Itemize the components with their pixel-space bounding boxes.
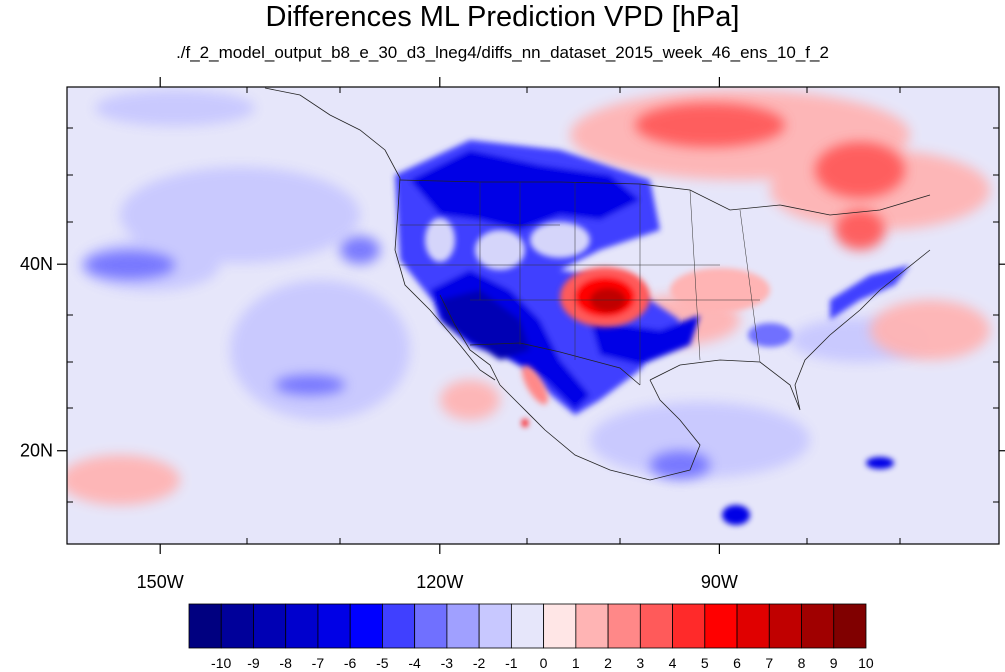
colorbar-swatch <box>607 603 641 649</box>
colorbar-label: 2 <box>604 655 612 671</box>
colorbar-swatch <box>317 603 351 649</box>
colorbar-label: -7 <box>312 655 325 671</box>
colorbar-swatch <box>510 603 545 649</box>
colorbar-swatch <box>253 603 287 649</box>
lat-tick-label: 40N <box>20 254 53 274</box>
lon-tick-label: 120W <box>416 572 463 592</box>
field-western-us-negative <box>395 140 700 415</box>
colorbar-label: 1 <box>572 655 580 671</box>
lat-lon-grid-ticks <box>67 87 999 544</box>
colorbar-label: 8 <box>798 655 806 671</box>
field-plains-positive <box>560 267 650 327</box>
colorbar-label: -8 <box>279 655 292 671</box>
colorbar-label: -3 <box>441 655 454 671</box>
colorbar-swatch <box>672 603 706 649</box>
axis-ticks: 150W 120W 90W 40N 20N <box>20 77 1005 592</box>
colorbar-swatch <box>801 603 835 649</box>
colorbar-swatch <box>543 603 577 649</box>
colorbar-label: -6 <box>344 655 357 671</box>
colorbar-swatch <box>833 603 867 649</box>
colorbar-label: -5 <box>376 655 389 671</box>
field-eastern-us <box>670 265 910 347</box>
colorbar-swatch <box>414 603 448 649</box>
plot-area <box>67 87 999 544</box>
colorbar-label: 3 <box>636 655 644 671</box>
colorbar-label: 6 <box>733 655 741 671</box>
colorbar-label: -9 <box>247 655 260 671</box>
colorbar: -10 -9 -8 -7 -6 -5 -4 -3 -2 -1 0 1 2 3 4 5 6 7 8 9 10 <box>188 603 874 671</box>
map-subtitle: ./f_2_model_output_b8_e_30_d3_lneg4/diff… <box>176 43 829 62</box>
colorbar-label: 7 <box>765 655 773 671</box>
colorbar-label: -1 <box>505 655 518 671</box>
lat-tick-label: 20N <box>20 441 53 461</box>
colorbar-swatch <box>220 603 254 649</box>
colorbar-label: 0 <box>540 655 548 671</box>
lon-tick-label: 150W <box>137 572 184 592</box>
colorbar-swatch <box>446 603 480 649</box>
state-borders <box>400 182 761 385</box>
colorbar-swatch <box>285 603 319 649</box>
field-small-features <box>522 365 894 525</box>
colorbar-swatch <box>478 603 512 649</box>
colorbar-swatch <box>349 603 383 649</box>
map-title: Differences ML Prediction VPD [hPa] <box>265 1 740 33</box>
colorbar-swatch <box>704 603 738 649</box>
colorbar-swatch <box>639 603 673 649</box>
colorbar-swatch <box>575 603 609 649</box>
colorbar-swatch <box>188 603 222 649</box>
colorbar-label: 4 <box>669 655 677 671</box>
colorbar-label: -2 <box>473 655 486 671</box>
colorbar-label: -10 <box>211 655 231 671</box>
lon-tick-label: 90W <box>701 572 738 592</box>
colorbar-label: -4 <box>408 655 421 671</box>
plot-frame <box>66 86 1000 545</box>
colorbar-label: 5 <box>701 655 709 671</box>
colorbar-swatch <box>768 603 802 649</box>
colorbar-swatch <box>382 603 416 649</box>
colorbar-label: 9 <box>830 655 838 671</box>
colorbar-swatch <box>736 603 770 649</box>
field-mid-blue-patches <box>85 236 710 479</box>
field-red-patches <box>635 103 905 250</box>
colorbar-label: 10 <box>858 655 874 671</box>
